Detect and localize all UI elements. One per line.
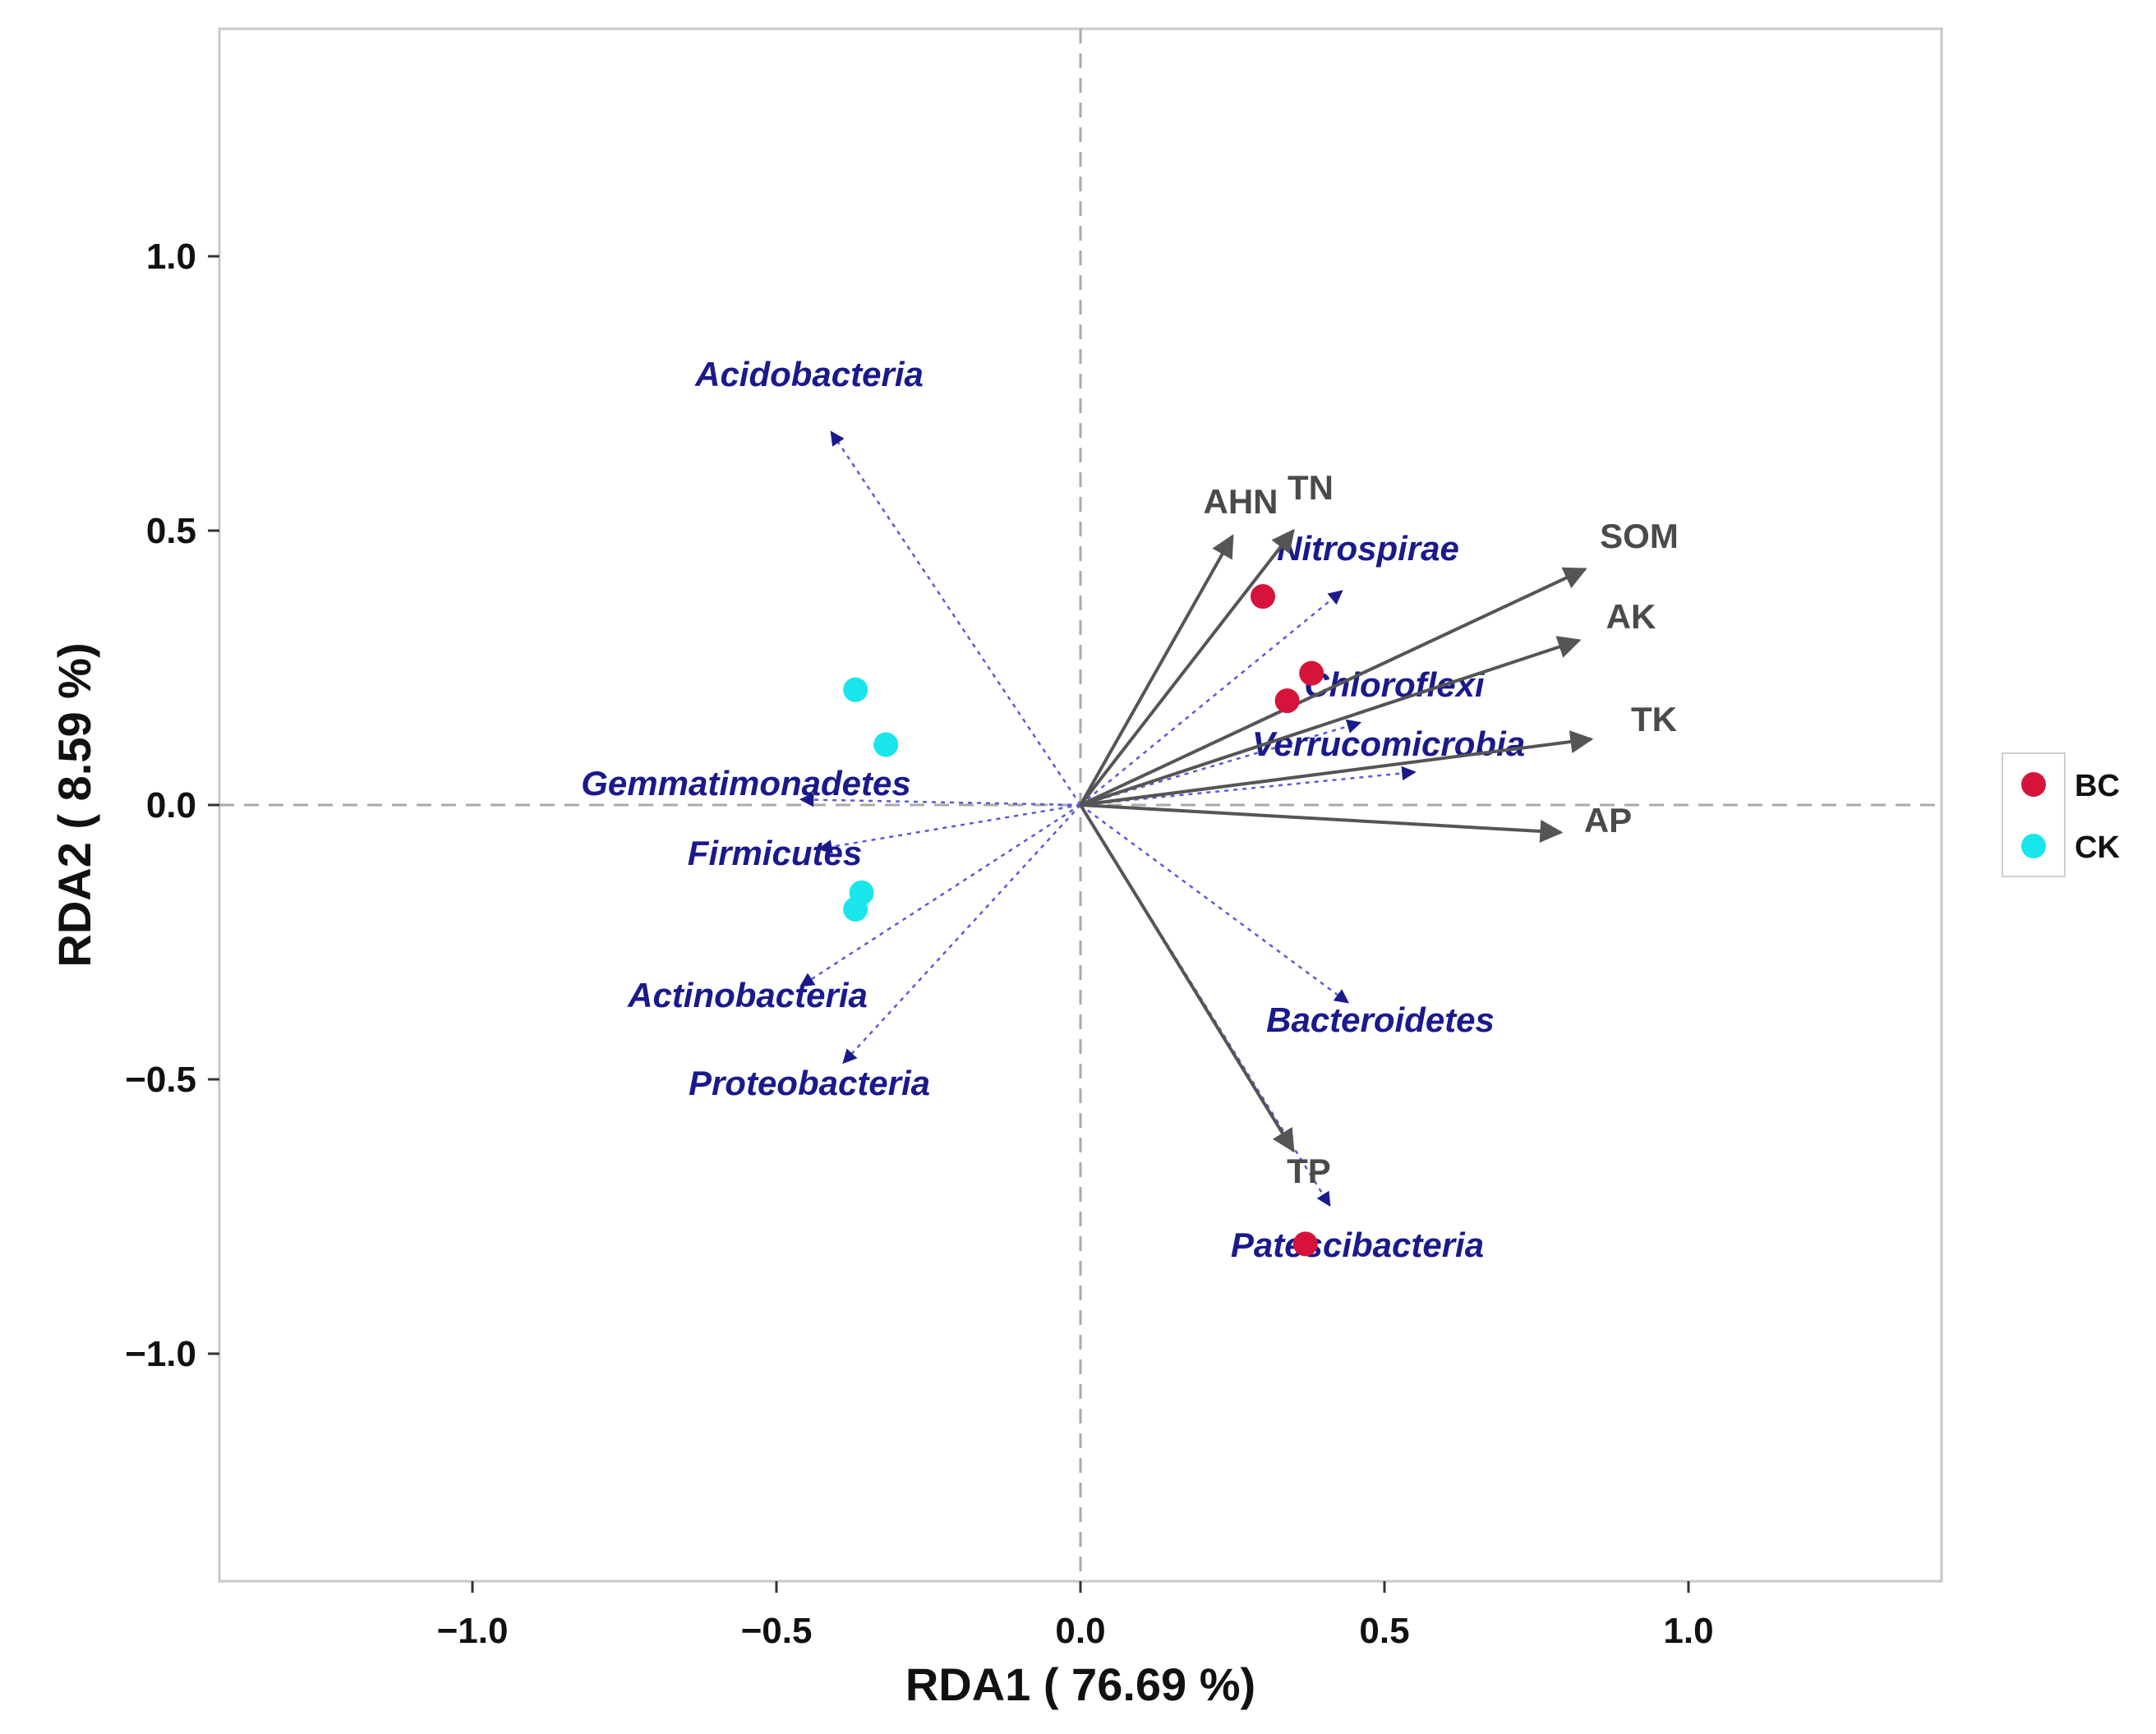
env-label-tp: TP: [1287, 1152, 1331, 1190]
taxa-arrow-bacteroidetes: [1080, 803, 1350, 1004]
env-arrow-som: [1080, 567, 1587, 807]
x-tick-label: −1.0: [437, 1611, 509, 1651]
taxa-arrows: Acidobacteria Nitrospirae Chloroflexi Verru…: [581, 355, 1525, 1264]
x-axis-ticks: −1.0 −0.5 0.0 0.5 1.0: [437, 1581, 1714, 1651]
taxa-label-gemmatimonadetes: Gemmatimonadetes: [581, 764, 910, 803]
taxa-arrow-nitrospirae: [1080, 590, 1343, 806]
y-axis-title: RDA2 ( 8.59 %): [48, 642, 100, 967]
env-arrow-tp: [1079, 803, 1295, 1153]
x-tick-label: 1.0: [1663, 1611, 1713, 1651]
taxa-arrow-gemmatimonadetes: [799, 792, 1081, 807]
taxa-label-firmicutes: Firmicutes: [688, 834, 862, 872]
env-arrow-ap: [1080, 803, 1564, 843]
env-label-ahn: AHN: [1204, 482, 1278, 521]
env-label-tk: TK: [1631, 700, 1677, 738]
env-label-tn: TN: [1288, 468, 1334, 507]
taxa-arrow-acidobacteria: [830, 430, 1082, 806]
taxa-arrow-verrucomicrobia: [1080, 766, 1417, 807]
env-arrow-tk: [1080, 730, 1594, 807]
env-label-som: SOM: [1600, 517, 1679, 555]
x-tick-label: 0.5: [1359, 1611, 1409, 1651]
taxa-label-proteobacteria: Proteobacteria: [689, 1064, 930, 1102]
sample-point-ck: [843, 896, 868, 922]
taxa-arrow-firmicutes: [818, 803, 1081, 854]
env-arrow-tn: [1079, 528, 1295, 807]
sample-point-bc: [1251, 584, 1275, 609]
taxa-label-actinobacteria: Actinobacteria: [627, 976, 868, 1014]
y-tick-label: 0.0: [146, 785, 196, 826]
y-tick-label: −0.5: [125, 1060, 196, 1100]
taxa-label-nitrospirae: Nitrospirae: [1277, 529, 1459, 568]
sample-point-ck: [843, 677, 868, 702]
y-tick-label: 0.5: [146, 511, 196, 551]
taxa-label-verrucomicrobia: Verrucomicrobia: [1252, 724, 1525, 763]
taxa-label-bacteroidetes: Bacteroidetes: [1266, 1000, 1495, 1039]
sample-point-bc: [1299, 660, 1324, 686]
y-tick-label: −1.0: [125, 1334, 196, 1374]
environment-arrows: AHN TN SOM AK TK AP TP: [1079, 468, 1679, 1190]
legend: BC CK: [2002, 752, 2120, 877]
env-label-ak: AK: [1606, 597, 1656, 636]
taxa-label-chloroflexi: Chloroflexi: [1304, 665, 1486, 704]
y-tick-label: 1.0: [146, 237, 196, 277]
x-tick-label: 0.0: [1055, 1611, 1105, 1651]
x-axis-title: RDA1 ( 76.69 %): [905, 1658, 1255, 1710]
sample-point-ck: [873, 732, 899, 757]
sample-points: [843, 584, 1324, 1257]
legend-label-bc: BC: [2075, 769, 2120, 803]
x-tick-label: −0.5: [741, 1611, 813, 1651]
taxa-arrow-proteobacteria: [842, 804, 1081, 1065]
taxa-label-patescibacteria: Patescibacteria: [1231, 1226, 1484, 1264]
sample-point-bc: [1274, 688, 1300, 714]
env-arrow-ak: [1080, 636, 1582, 807]
y-axis-ticks: 1.0 0.5 0.0 −0.5 −1.0: [125, 237, 219, 1374]
taxa-label-acidobacteria: Acidobacteria: [694, 355, 924, 393]
legend-label-ck: CK: [2075, 830, 2120, 865]
sample-point-bc: [1292, 1231, 1318, 1257]
env-label-ap: AP: [1584, 801, 1632, 839]
env-arrow-ahn: [1079, 534, 1234, 806]
legend-key-bc: [2021, 772, 2046, 797]
taxa-arrow-actinobacteria: [799, 803, 1081, 987]
legend-key-ck: [2021, 834, 2046, 858]
